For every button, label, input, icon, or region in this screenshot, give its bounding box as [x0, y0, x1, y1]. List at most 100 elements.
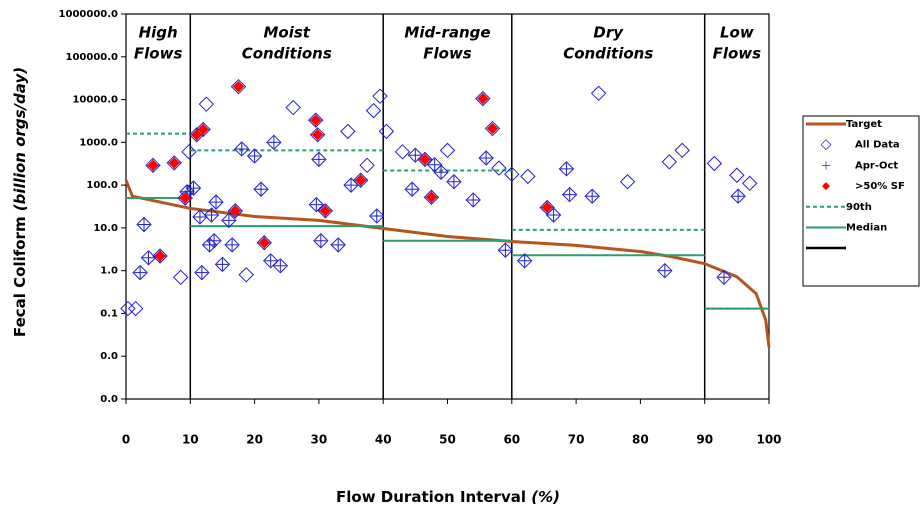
- data-point: [717, 271, 730, 284]
- y-tick-label: 1000000.0: [59, 9, 119, 20]
- data-point: [208, 234, 221, 247]
- data-point: [145, 157, 161, 174]
- legend-label: Target: [846, 119, 882, 130]
- y-tick-label: 0.1: [100, 308, 118, 319]
- data-point: [742, 175, 758, 192]
- data-point: [730, 188, 746, 204]
- data-point: [407, 147, 424, 163]
- x-tick-label: 90: [696, 433, 713, 447]
- data-point: [477, 92, 489, 105]
- data-point: [491, 160, 507, 176]
- zone-label: Conditions: [242, 45, 332, 63]
- data-point: [258, 237, 270, 249]
- data-point: [214, 256, 231, 273]
- data-point: [516, 253, 533, 269]
- legend-swatch: [822, 182, 830, 191]
- y-tick-label: 100.0: [86, 180, 118, 191]
- data-point: [266, 134, 282, 151]
- data-point: [172, 269, 189, 286]
- data-point: [187, 182, 200, 195]
- data-point: [208, 194, 224, 210]
- data-point: [256, 235, 272, 251]
- data-point: [147, 159, 159, 172]
- plot-area: [125, 13, 770, 400]
- series-line: [126, 196, 769, 310]
- data-point: [352, 172, 369, 188]
- data-point: [319, 205, 332, 217]
- data-point: [154, 250, 166, 262]
- data-point: [378, 123, 395, 140]
- data-point: [732, 190, 745, 203]
- data-point: [394, 144, 411, 160]
- data-point: [409, 149, 422, 162]
- data-point: [480, 152, 493, 165]
- series-line: [124, 179, 771, 348]
- y-axis-title: Fecal Coliform (billion orgs/day): [11, 67, 29, 337]
- data-point: [179, 192, 191, 204]
- data-point: [372, 88, 388, 104]
- data-point: [475, 90, 491, 107]
- data-point: [435, 166, 448, 179]
- data-point: [314, 234, 327, 247]
- data-point: [433, 164, 449, 180]
- data-point: [345, 179, 358, 192]
- data-point: [197, 123, 209, 136]
- data-point: [465, 192, 481, 208]
- zone-label: Flows: [713, 45, 762, 63]
- series-line: [126, 132, 769, 310]
- data-point: [134, 266, 147, 279]
- data-point: [203, 207, 220, 223]
- data-point: [181, 144, 197, 160]
- data-point: [229, 205, 242, 217]
- data-point: [264, 254, 277, 267]
- data-point: [136, 216, 152, 233]
- data-point: [235, 142, 248, 155]
- data-point: [262, 253, 279, 269]
- data-point: [484, 120, 501, 137]
- data-point: [166, 155, 182, 171]
- data-point: [716, 269, 732, 286]
- data-point: [246, 148, 263, 164]
- data-point: [311, 129, 324, 141]
- zone-label: Dry: [593, 24, 624, 42]
- data-point: [406, 183, 419, 196]
- legend-label: All Data: [855, 140, 900, 151]
- data-point: [590, 85, 607, 102]
- data-point: [486, 122, 499, 135]
- data-point: [312, 153, 325, 166]
- data-point: [332, 238, 345, 251]
- data-point: [224, 237, 240, 253]
- data-point: [142, 251, 155, 264]
- data-point: [309, 127, 326, 143]
- y-tick-label: 100000.0: [65, 52, 118, 63]
- data-point: [267, 136, 280, 149]
- data-point: [425, 191, 438, 203]
- y-tick-label: 10000.0: [72, 95, 118, 106]
- data-point: [285, 99, 301, 116]
- data-point: [132, 264, 148, 281]
- zone-label: Conditions: [563, 45, 653, 63]
- data-point: [467, 193, 480, 206]
- data-point: [152, 248, 168, 264]
- data-point: [127, 300, 144, 317]
- zone-label: Flows: [423, 45, 472, 63]
- legend-label: 90th: [846, 202, 872, 213]
- data-point: [195, 266, 208, 279]
- x-axis-title: Flow Duration Interval (%): [336, 488, 560, 506]
- data-point: [185, 180, 202, 196]
- data-point: [210, 196, 223, 209]
- legend-label: >50% SF: [855, 181, 905, 192]
- data-point: [120, 300, 136, 317]
- data-point: [674, 142, 690, 159]
- data-point: [226, 238, 239, 251]
- data-point: [308, 196, 325, 213]
- data-point: [541, 201, 553, 214]
- data-point: [216, 258, 229, 271]
- zone-label: Flows: [134, 45, 183, 63]
- x-tick-label: 10: [182, 433, 199, 447]
- zone-label: High: [139, 24, 178, 42]
- data-point: [706, 155, 723, 172]
- y-tick-label: 1000.0: [79, 137, 118, 148]
- y-tick-label: 0.0: [100, 394, 118, 405]
